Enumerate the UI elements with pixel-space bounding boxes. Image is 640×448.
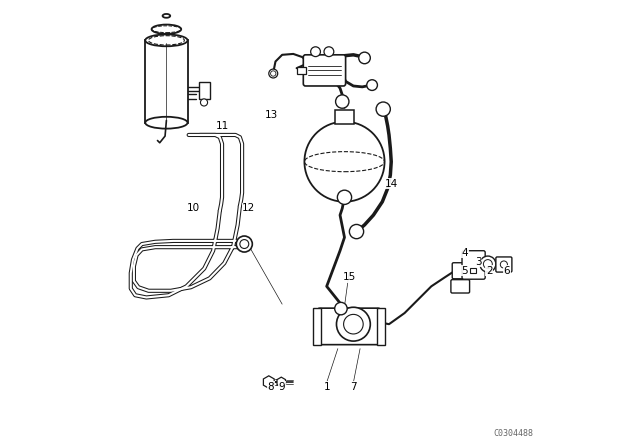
Circle shape (240, 240, 249, 249)
Bar (470, 268, 476, 273)
Circle shape (335, 302, 347, 315)
Circle shape (335, 95, 349, 108)
Bar (335, 110, 355, 124)
Circle shape (337, 307, 371, 341)
Text: 14: 14 (385, 179, 398, 189)
Circle shape (324, 47, 334, 56)
FancyBboxPatch shape (452, 263, 473, 279)
Text: 1: 1 (323, 382, 330, 392)
Text: 10: 10 (186, 203, 200, 213)
Circle shape (376, 102, 390, 116)
Bar (145, 40, 188, 123)
Circle shape (500, 261, 508, 268)
Circle shape (271, 71, 276, 76)
Circle shape (310, 47, 321, 56)
Circle shape (305, 121, 385, 202)
Text: 8: 8 (268, 382, 275, 392)
Text: 4: 4 (461, 248, 468, 258)
Text: 11: 11 (216, 121, 228, 131)
Ellipse shape (145, 117, 188, 129)
Ellipse shape (145, 34, 188, 46)
FancyBboxPatch shape (462, 251, 485, 279)
Ellipse shape (163, 14, 170, 18)
Text: 12: 12 (242, 203, 255, 213)
Text: 5: 5 (461, 266, 468, 276)
FancyBboxPatch shape (303, 55, 346, 86)
Circle shape (337, 190, 351, 204)
Circle shape (483, 260, 492, 268)
Bar (376, 308, 385, 345)
Ellipse shape (152, 25, 181, 34)
Text: 6: 6 (504, 266, 510, 276)
Circle shape (480, 256, 496, 272)
Circle shape (200, 99, 207, 106)
Text: 2: 2 (486, 266, 493, 276)
FancyBboxPatch shape (451, 280, 470, 293)
Text: 13: 13 (264, 110, 278, 120)
Circle shape (349, 224, 364, 239)
Circle shape (367, 80, 378, 90)
Bar (314, 308, 321, 345)
Bar (296, 67, 305, 74)
Circle shape (269, 69, 278, 78)
FancyBboxPatch shape (317, 308, 381, 345)
Text: 3: 3 (475, 257, 481, 267)
Text: 15: 15 (342, 272, 356, 282)
Circle shape (344, 314, 363, 334)
Bar (198, 82, 210, 99)
Text: C0304488: C0304488 (493, 429, 534, 438)
Circle shape (359, 52, 371, 64)
Text: 7: 7 (350, 382, 356, 392)
FancyBboxPatch shape (496, 257, 512, 272)
Text: 9: 9 (279, 382, 285, 392)
Circle shape (236, 236, 252, 252)
